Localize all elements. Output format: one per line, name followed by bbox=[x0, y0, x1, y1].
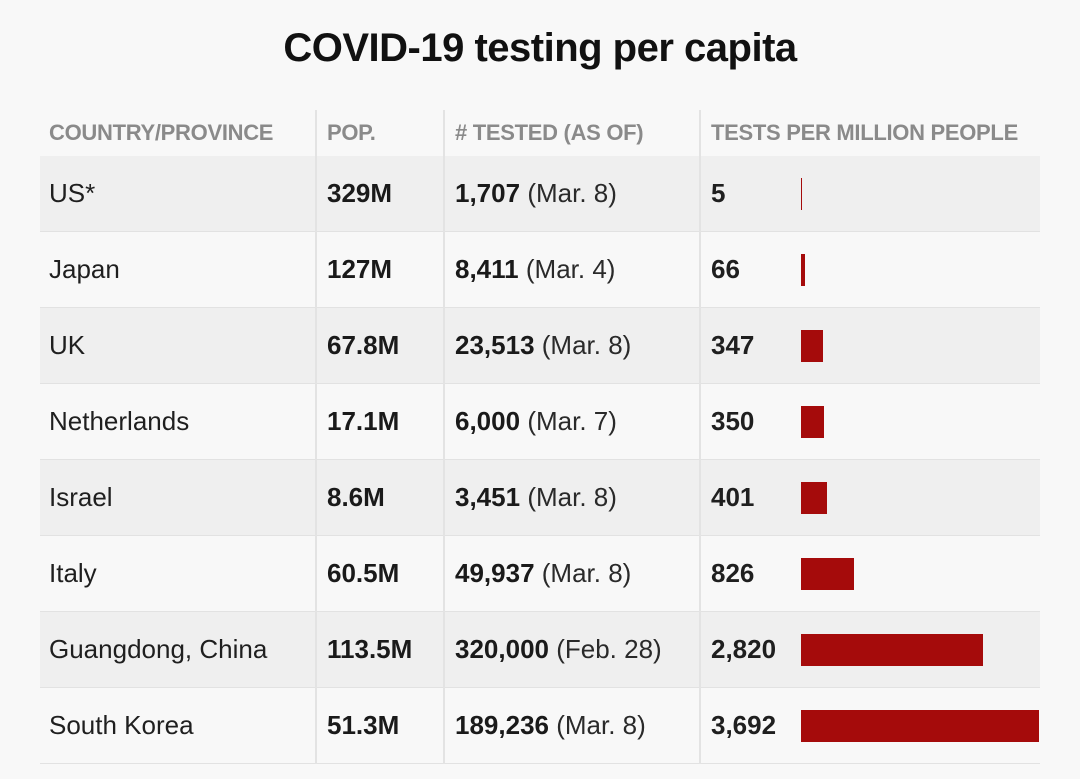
header-population: POP. bbox=[315, 110, 444, 156]
tested-value: 3,451 bbox=[455, 482, 521, 512]
country-cell: Israel bbox=[40, 459, 316, 536]
tested-value: 23,513 bbox=[455, 330, 535, 360]
tested-value: 189,236 bbox=[455, 710, 549, 740]
table-row: Guangdong, China 113.5M 320,000 (Feb. 28) 2… bbox=[40, 611, 1040, 688]
tested-date: (Mar. 8) bbox=[541, 558, 632, 588]
tests-per-million-cell: 350 bbox=[699, 383, 1040, 460]
table-row: UK 67.8M 23,513 (Mar. 8) 347 bbox=[40, 307, 1040, 384]
tests-per-million-cell: 401 bbox=[699, 459, 1040, 536]
tests-per-million-cell: 5 bbox=[699, 156, 1040, 232]
tests-per-million-cell: 3,692 bbox=[699, 687, 1040, 764]
tests-per-million-value: 350 bbox=[711, 406, 755, 436]
tests-per-million-cell: 2,820 bbox=[699, 611, 1040, 688]
country-cell: Italy bbox=[40, 535, 316, 612]
tested-date: (Mar. 8) bbox=[556, 710, 646, 740]
bar bbox=[801, 254, 806, 286]
bar bbox=[801, 178, 802, 210]
tests-per-million-value: 66 bbox=[711, 254, 740, 284]
bar bbox=[801, 710, 1039, 742]
tested-date: (Mar. 4) bbox=[525, 254, 616, 284]
tests-per-million-value: 5 bbox=[711, 178, 726, 208]
population-cell: 127M bbox=[315, 231, 444, 308]
table-row: South Korea 51.3M 189,236 (Mar. 8) 3,692 bbox=[40, 687, 1040, 764]
bar bbox=[801, 330, 824, 362]
country-cell: Guangdong, China bbox=[40, 611, 316, 688]
tested-cell: 8,411 (Mar. 4) bbox=[443, 231, 700, 308]
bar bbox=[801, 558, 855, 590]
tests-per-million-value: 2,820 bbox=[711, 634, 777, 664]
tested-date: (Mar. 8) bbox=[527, 482, 617, 512]
tested-value: 49,937 bbox=[455, 558, 535, 588]
header-tested: # TESTED (AS OF) bbox=[443, 110, 700, 156]
country-cell: US* bbox=[40, 156, 316, 232]
country-cell: South Korea bbox=[40, 687, 316, 764]
tested-cell: 1,707 (Mar. 8) bbox=[443, 156, 700, 232]
tested-cell: 23,513 (Mar. 8) bbox=[443, 307, 700, 384]
tested-date: (Mar. 8) bbox=[541, 330, 632, 360]
chart-title: COVID-19 testing per capita bbox=[283, 26, 797, 70]
tested-value: 1,707 bbox=[455, 178, 521, 208]
header-country: COUNTRY/PROVINCE bbox=[49, 120, 274, 145]
bar bbox=[801, 634, 983, 666]
population-cell: 113.5M bbox=[315, 611, 444, 688]
population-cell: 17.1M bbox=[315, 383, 444, 460]
tests-per-million-value: 401 bbox=[711, 482, 755, 512]
tested-cell: 6,000 (Mar. 7) bbox=[443, 383, 700, 460]
table-row: Israel 8.6M 3,451 (Mar. 8) 401 bbox=[40, 459, 1040, 536]
population-cell: 60.5M bbox=[315, 535, 444, 612]
tested-cell: 49,937 (Mar. 8) bbox=[443, 535, 700, 612]
country-cell: Japan bbox=[40, 231, 316, 308]
table-row: Italy 60.5M 49,937 (Mar. 8) 826 bbox=[40, 535, 1040, 612]
bar bbox=[801, 406, 824, 438]
tested-date: (Mar. 7) bbox=[527, 406, 617, 436]
tested-value: 8,411 bbox=[455, 254, 519, 284]
testing-table: COUNTRY/PROVINCE POP. # TESTED (AS OF) T… bbox=[40, 110, 1040, 764]
table-row: US* 329M 1,707 (Mar. 8) 5 bbox=[40, 156, 1040, 232]
tested-cell: 320,000 (Feb. 28) bbox=[443, 611, 700, 688]
table-row: Japan 127M 8,411 (Mar. 4) 66 bbox=[40, 231, 1040, 308]
header-tests-per-million: TESTS PER MILLION PEOPLE bbox=[699, 110, 1040, 156]
tests-per-million-cell: 66 bbox=[699, 231, 1040, 308]
tested-date: (Feb. 28) bbox=[556, 634, 662, 664]
tested-cell: 189,236 (Mar. 8) bbox=[443, 687, 700, 764]
tested-cell: 3,451 (Mar. 8) bbox=[443, 459, 700, 536]
table-row: Netherlands 17.1M 6,000 (Mar. 7) 350 bbox=[40, 383, 1040, 460]
tested-value: 6,000 bbox=[455, 406, 521, 436]
tested-value: 320,000 bbox=[455, 634, 549, 664]
tests-per-million-value: 3,692 bbox=[711, 710, 777, 740]
population-cell: 329M bbox=[315, 156, 444, 232]
country-cell: Netherlands bbox=[40, 383, 316, 460]
population-cell: 8.6M bbox=[315, 459, 444, 536]
country-cell: UK bbox=[40, 307, 316, 384]
population-cell: 51.3M bbox=[315, 687, 444, 764]
tests-per-million-cell: 826 bbox=[699, 535, 1040, 612]
tests-per-million-cell: 347 bbox=[699, 307, 1040, 384]
tested-date: (Mar. 8) bbox=[527, 178, 617, 208]
bar bbox=[801, 482, 827, 514]
tests-per-million-value: 347 bbox=[711, 330, 755, 360]
population-cell: 67.8M bbox=[315, 307, 444, 384]
header-row: COUNTRY/PROVINCE POP. # TESTED (AS OF) T… bbox=[40, 110, 1040, 156]
tests-per-million-value: 826 bbox=[711, 558, 755, 588]
